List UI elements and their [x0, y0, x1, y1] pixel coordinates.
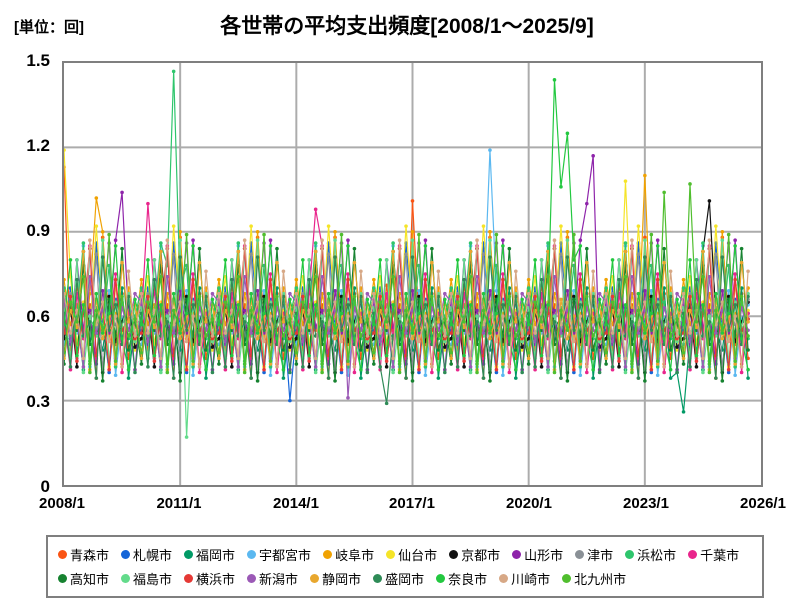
legend-item: 青森市: [58, 545, 109, 564]
legend-label: 札幌市: [133, 548, 173, 563]
x-tick-label: 2008/1: [39, 495, 85, 512]
y-tick-label: 0.6: [26, 307, 50, 326]
legend-item: 千葉市: [688, 545, 739, 564]
legend-label: 浜松市: [637, 548, 677, 563]
plot-area: [62, 61, 763, 487]
legend-label: 高知市: [70, 572, 110, 587]
legend-label: 横浜市: [196, 572, 236, 587]
legend-dot: [575, 550, 585, 559]
legend-dot: [562, 574, 572, 583]
legend-dot: [373, 574, 383, 583]
legend-item: 宇都宮市: [247, 545, 311, 564]
legend-item: 仙台市: [386, 545, 437, 564]
legend-label: 千葉市: [700, 548, 740, 563]
legend-item: 津市: [575, 545, 613, 564]
x-tick-label: 2017/1: [389, 495, 435, 512]
legend-item: 盛岡市: [373, 569, 424, 588]
legend-item: 浜松市: [625, 545, 676, 564]
legend-item: 新潟市: [247, 569, 298, 588]
legend-dot: [58, 574, 67, 583]
legend-dot: [512, 550, 522, 559]
legend-item: 福島市: [121, 569, 172, 588]
x-tick-label: 2026/1: [740, 495, 786, 512]
legend: 青森市 札幌市 福岡市 宇都宮市 岐阜市 仙台市 京都市 山形市 津市 浜松市 千葉市高知市 福島市 横…: [46, 535, 764, 598]
legend-item: 奈良市: [436, 569, 487, 588]
legend-dot: [436, 574, 446, 583]
x-tick-label: 2020/1: [506, 495, 552, 512]
y-tick-label: 1.5: [26, 51, 50, 70]
legend-dot: [121, 574, 131, 583]
legend-item: 横浜市: [184, 569, 235, 588]
legend-dot: [247, 550, 257, 559]
legend-dot: [184, 550, 194, 559]
legend-label: 盛岡市: [385, 572, 425, 587]
legend-label: 静岡市: [322, 572, 362, 587]
legend-item: 札幌市: [121, 545, 172, 564]
legend-item: 山形市: [512, 545, 563, 564]
legend-label: 岐阜市: [335, 548, 375, 563]
legend-label: 福島市: [133, 572, 173, 587]
legend-item: 高知市: [58, 569, 109, 588]
legend-item: 北九州市: [562, 569, 626, 588]
legend-label: 奈良市: [448, 572, 488, 587]
legend-item: 京都市: [449, 545, 500, 564]
x-tick-label: 2014/1: [273, 495, 319, 512]
legend-dot: [625, 550, 635, 559]
legend-item: 静岡市: [310, 569, 361, 588]
legend-label: 川崎市: [511, 572, 551, 587]
legend-label: 津市: [587, 548, 614, 563]
legend-label: 宇都宮市: [259, 548, 312, 563]
y-tick-label: 0: [40, 477, 50, 496]
plot-svg: [64, 63, 761, 485]
legend-item: 川崎市: [499, 569, 550, 588]
y-tick-label: 0.9: [26, 221, 50, 240]
chart-title: 各世帯の平均支出頻度[2008/1～2025/9]: [220, 15, 594, 38]
y-tick-label: 0.3: [26, 392, 50, 411]
legend-label: 新潟市: [259, 572, 299, 587]
legend-label: 福岡市: [196, 548, 236, 563]
legend-dot: [323, 550, 333, 559]
legend-item: 福岡市: [184, 545, 235, 564]
legend-label: 仙台市: [398, 548, 438, 563]
legend-label: 青森市: [70, 548, 110, 563]
legend-dot: [121, 550, 131, 559]
legend-dot: [499, 574, 509, 583]
legend-label: 京都市: [461, 548, 501, 563]
legend-dot: [184, 574, 194, 583]
legend-dot: [688, 550, 698, 559]
legend-label: 山形市: [524, 548, 564, 563]
x-tick-label: 2023/1: [623, 495, 669, 512]
legend-dot: [386, 550, 396, 559]
y-tick-label: 1.2: [26, 136, 50, 155]
legend-dot: [247, 574, 257, 583]
legend-dot: [449, 550, 459, 559]
legend-item: 岐阜市: [323, 545, 374, 564]
legend-label: 北九州市: [574, 572, 627, 587]
x-tick-label: 2011/1: [156, 495, 202, 512]
legend-dot: [310, 574, 320, 583]
unit-label: [単位：回]: [14, 19, 84, 36]
legend-dot: [58, 550, 67, 559]
